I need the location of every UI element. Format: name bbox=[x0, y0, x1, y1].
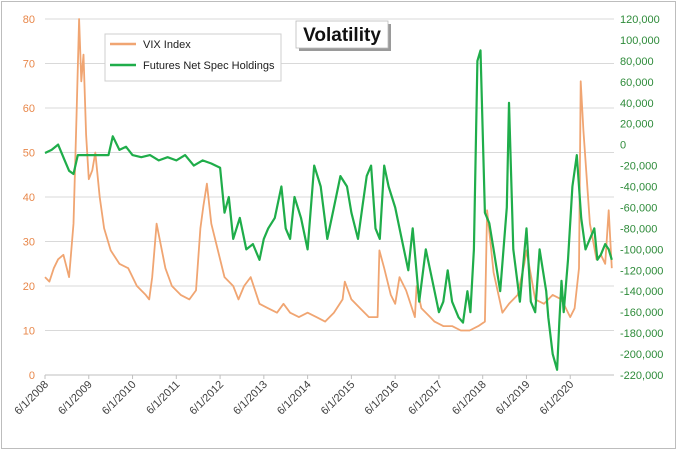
left-tick-label: 50 bbox=[23, 148, 35, 160]
x-tick-label: 6/1/2011 bbox=[144, 379, 182, 417]
x-axis: 6/1/2008 6/1/2009 6/1/2010 6/1/2011 6/1/2012… bbox=[12, 374, 614, 418]
x-tick-label: 6/1/2013 bbox=[231, 379, 270, 418]
right-tick-label: -20,000 bbox=[620, 161, 657, 173]
vix-series-line bbox=[44, 18, 613, 332]
left-tick-label: 60 bbox=[23, 103, 35, 115]
x-tick-label: 6/1/2019 bbox=[494, 379, 533, 418]
right-tick-label: 0 bbox=[620, 140, 626, 152]
right-tick-label: -60,000 bbox=[620, 202, 657, 214]
left-tick-label: 40 bbox=[23, 192, 35, 204]
left-axis: 0 10 20 30 40 50 60 70 80 bbox=[23, 14, 35, 382]
x-tick-label: 6/1/2020 bbox=[538, 379, 577, 418]
left-tick-label: 30 bbox=[23, 237, 35, 249]
right-tick-label: -160,000 bbox=[620, 307, 663, 319]
right-tick-label: -120,000 bbox=[620, 265, 663, 277]
x-tick-label: 6/1/2012 bbox=[187, 379, 226, 418]
x-tick-label: 6/1/2018 bbox=[450, 379, 489, 418]
right-tick-label: -200,000 bbox=[620, 349, 663, 361]
right-tick-label: -140,000 bbox=[620, 286, 663, 298]
right-tick-label: -100,000 bbox=[620, 244, 663, 256]
left-tick-label: 80 bbox=[23, 14, 35, 26]
right-tick-label: -80,000 bbox=[620, 223, 657, 235]
legend-label-futures: Futures Net Spec Holdings bbox=[143, 60, 275, 72]
title-bg bbox=[295, 20, 389, 49]
x-tick-label: 6/1/2016 bbox=[363, 379, 402, 418]
grid bbox=[45, 18, 614, 376]
right-tick-label: 20,000 bbox=[620, 119, 654, 131]
x-tick-label: 6/1/2008 bbox=[12, 379, 51, 418]
x-tick-label: 6/1/2015 bbox=[319, 379, 358, 418]
right-tick-label: -220,000 bbox=[620, 370, 663, 382]
right-tick-label: 40,000 bbox=[620, 98, 654, 110]
series-lines bbox=[44, 18, 613, 371]
left-tick-label: 10 bbox=[23, 326, 35, 338]
left-tick-label: 70 bbox=[23, 59, 35, 71]
chart-title-box: Volatility bbox=[295, 20, 391, 51]
legend: VIX Index Futures Net Spec Holdings bbox=[104, 33, 282, 82]
x-tick-label: 6/1/2017 bbox=[406, 379, 445, 418]
right-tick-label: 80,000 bbox=[620, 56, 654, 68]
right-tick-label: -40,000 bbox=[620, 182, 657, 194]
futures-series-line bbox=[44, 49, 613, 371]
legend-box bbox=[104, 33, 282, 82]
x-tick-label: 6/1/2010 bbox=[100, 379, 139, 418]
right-tick-label: 120,000 bbox=[620, 14, 660, 26]
right-tick-label: 60,000 bbox=[620, 77, 654, 89]
legend-label-vix: VIX Index bbox=[143, 39, 191, 51]
chart-title: Volatility bbox=[303, 25, 381, 46]
x-tick-label: 6/1/2009 bbox=[56, 379, 95, 418]
left-tick-label: 0 bbox=[29, 370, 35, 382]
x-tick-label: 6/1/2014 bbox=[275, 379, 314, 418]
right-tick-label: 100,000 bbox=[620, 35, 660, 47]
left-tick-label: 20 bbox=[23, 281, 35, 293]
right-axis: -220,000 -200,000 -180,000 -160,000 -140,000… bbox=[620, 14, 663, 382]
right-tick-label: -180,000 bbox=[620, 328, 663, 340]
